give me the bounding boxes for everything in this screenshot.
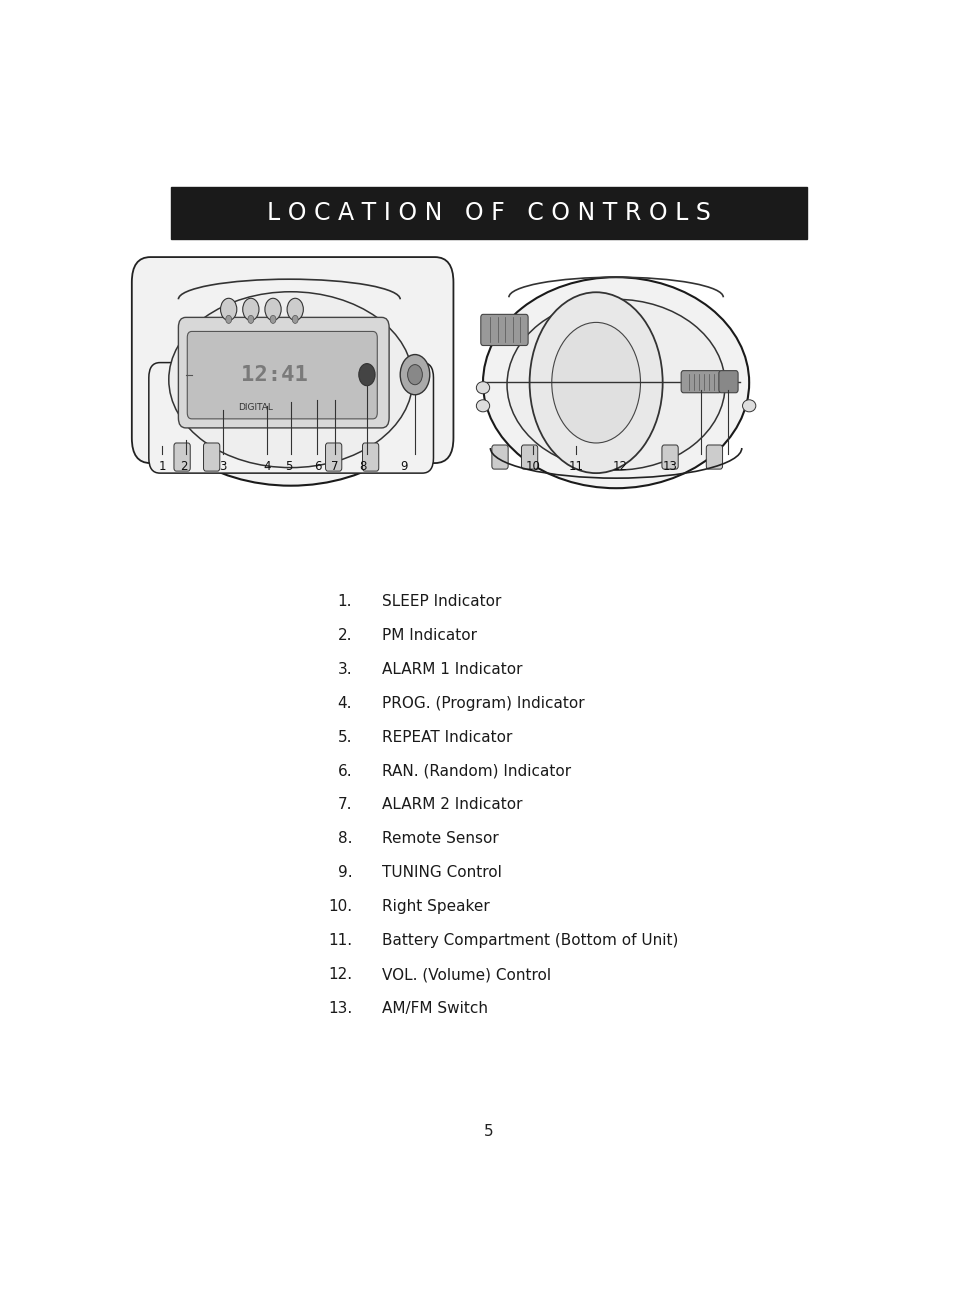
Circle shape xyxy=(407,364,422,385)
Circle shape xyxy=(529,292,662,474)
Text: 10: 10 xyxy=(525,461,540,474)
Text: 9: 9 xyxy=(399,461,407,474)
Text: 11.: 11. xyxy=(328,933,352,949)
Text: 12: 12 xyxy=(613,461,627,474)
Text: Battery Compartment (Bottom of Unit): Battery Compartment (Bottom of Unit) xyxy=(381,933,678,949)
Circle shape xyxy=(265,299,281,321)
Ellipse shape xyxy=(143,270,438,485)
Text: Right Speaker: Right Speaker xyxy=(381,899,489,915)
Text: 6.: 6. xyxy=(337,763,352,779)
Ellipse shape xyxy=(476,399,489,412)
Circle shape xyxy=(248,316,253,324)
Circle shape xyxy=(220,299,236,321)
Text: 9.: 9. xyxy=(337,865,352,881)
FancyBboxPatch shape xyxy=(705,445,721,468)
FancyBboxPatch shape xyxy=(325,442,341,471)
Text: 5: 5 xyxy=(483,1125,494,1139)
Ellipse shape xyxy=(741,399,755,412)
Text: ALARM 1 Indicator: ALARM 1 Indicator xyxy=(381,662,521,676)
Text: ALARM 2 Indicator: ALARM 2 Indicator xyxy=(381,797,521,813)
Text: 3: 3 xyxy=(219,461,226,474)
Text: 7: 7 xyxy=(331,461,338,474)
Text: TUNING Control: TUNING Control xyxy=(381,865,501,881)
Ellipse shape xyxy=(506,299,724,470)
Circle shape xyxy=(226,316,232,324)
FancyBboxPatch shape xyxy=(480,315,528,346)
Circle shape xyxy=(270,316,275,324)
Text: 4: 4 xyxy=(263,461,271,474)
FancyBboxPatch shape xyxy=(719,371,738,393)
Text: 5.: 5. xyxy=(337,729,352,745)
Text: 12:41: 12:41 xyxy=(241,364,308,385)
Text: VOL. (Volume) Control: VOL. (Volume) Control xyxy=(381,967,550,983)
FancyBboxPatch shape xyxy=(173,442,190,471)
Ellipse shape xyxy=(482,277,748,488)
Text: 5: 5 xyxy=(285,461,293,474)
FancyBboxPatch shape xyxy=(178,317,389,428)
Text: SLEEP Indicator: SLEEP Indicator xyxy=(381,594,500,608)
Text: L O C A T I O N   O F   C O N T R O L S: L O C A T I O N O F C O N T R O L S xyxy=(267,201,710,224)
Text: 12.: 12. xyxy=(328,967,352,983)
Text: 2.: 2. xyxy=(337,628,352,642)
Circle shape xyxy=(287,299,303,321)
Circle shape xyxy=(358,364,375,386)
Text: PM Indicator: PM Indicator xyxy=(381,628,476,642)
Text: 3.: 3. xyxy=(337,662,352,676)
Text: 13.: 13. xyxy=(328,1001,352,1017)
Ellipse shape xyxy=(169,292,413,467)
FancyBboxPatch shape xyxy=(187,331,376,419)
Text: 1: 1 xyxy=(158,461,166,474)
Text: AM/FM Switch: AM/FM Switch xyxy=(381,1001,487,1017)
FancyBboxPatch shape xyxy=(680,371,720,393)
FancyBboxPatch shape xyxy=(521,445,537,468)
FancyBboxPatch shape xyxy=(362,442,378,471)
Text: 2: 2 xyxy=(180,461,188,474)
FancyBboxPatch shape xyxy=(661,445,678,468)
Text: RAN. (Random) Indicator: RAN. (Random) Indicator xyxy=(381,763,570,779)
Text: 4.: 4. xyxy=(337,696,352,711)
Circle shape xyxy=(242,299,258,321)
Ellipse shape xyxy=(476,381,489,394)
FancyBboxPatch shape xyxy=(492,445,508,468)
Text: 8.: 8. xyxy=(337,831,352,847)
Text: 8: 8 xyxy=(359,461,367,474)
Text: 1.: 1. xyxy=(337,594,352,608)
Text: REPEAT Indicator: REPEAT Indicator xyxy=(381,729,512,745)
Circle shape xyxy=(400,355,429,394)
Text: PROG. (Program) Indicator: PROG. (Program) Indicator xyxy=(381,696,584,711)
Circle shape xyxy=(292,316,298,324)
Text: 13: 13 xyxy=(662,461,677,474)
FancyBboxPatch shape xyxy=(203,442,219,471)
Text: 6: 6 xyxy=(314,461,321,474)
Bar xyxy=(171,187,806,239)
Circle shape xyxy=(551,322,639,442)
Text: Remote Sensor: Remote Sensor xyxy=(381,831,498,847)
Text: 11: 11 xyxy=(568,461,583,474)
Text: 7.: 7. xyxy=(337,797,352,813)
FancyBboxPatch shape xyxy=(149,363,433,474)
FancyBboxPatch shape xyxy=(132,257,453,463)
Text: DIGITAL: DIGITAL xyxy=(238,403,274,412)
Text: 10.: 10. xyxy=(328,899,352,915)
